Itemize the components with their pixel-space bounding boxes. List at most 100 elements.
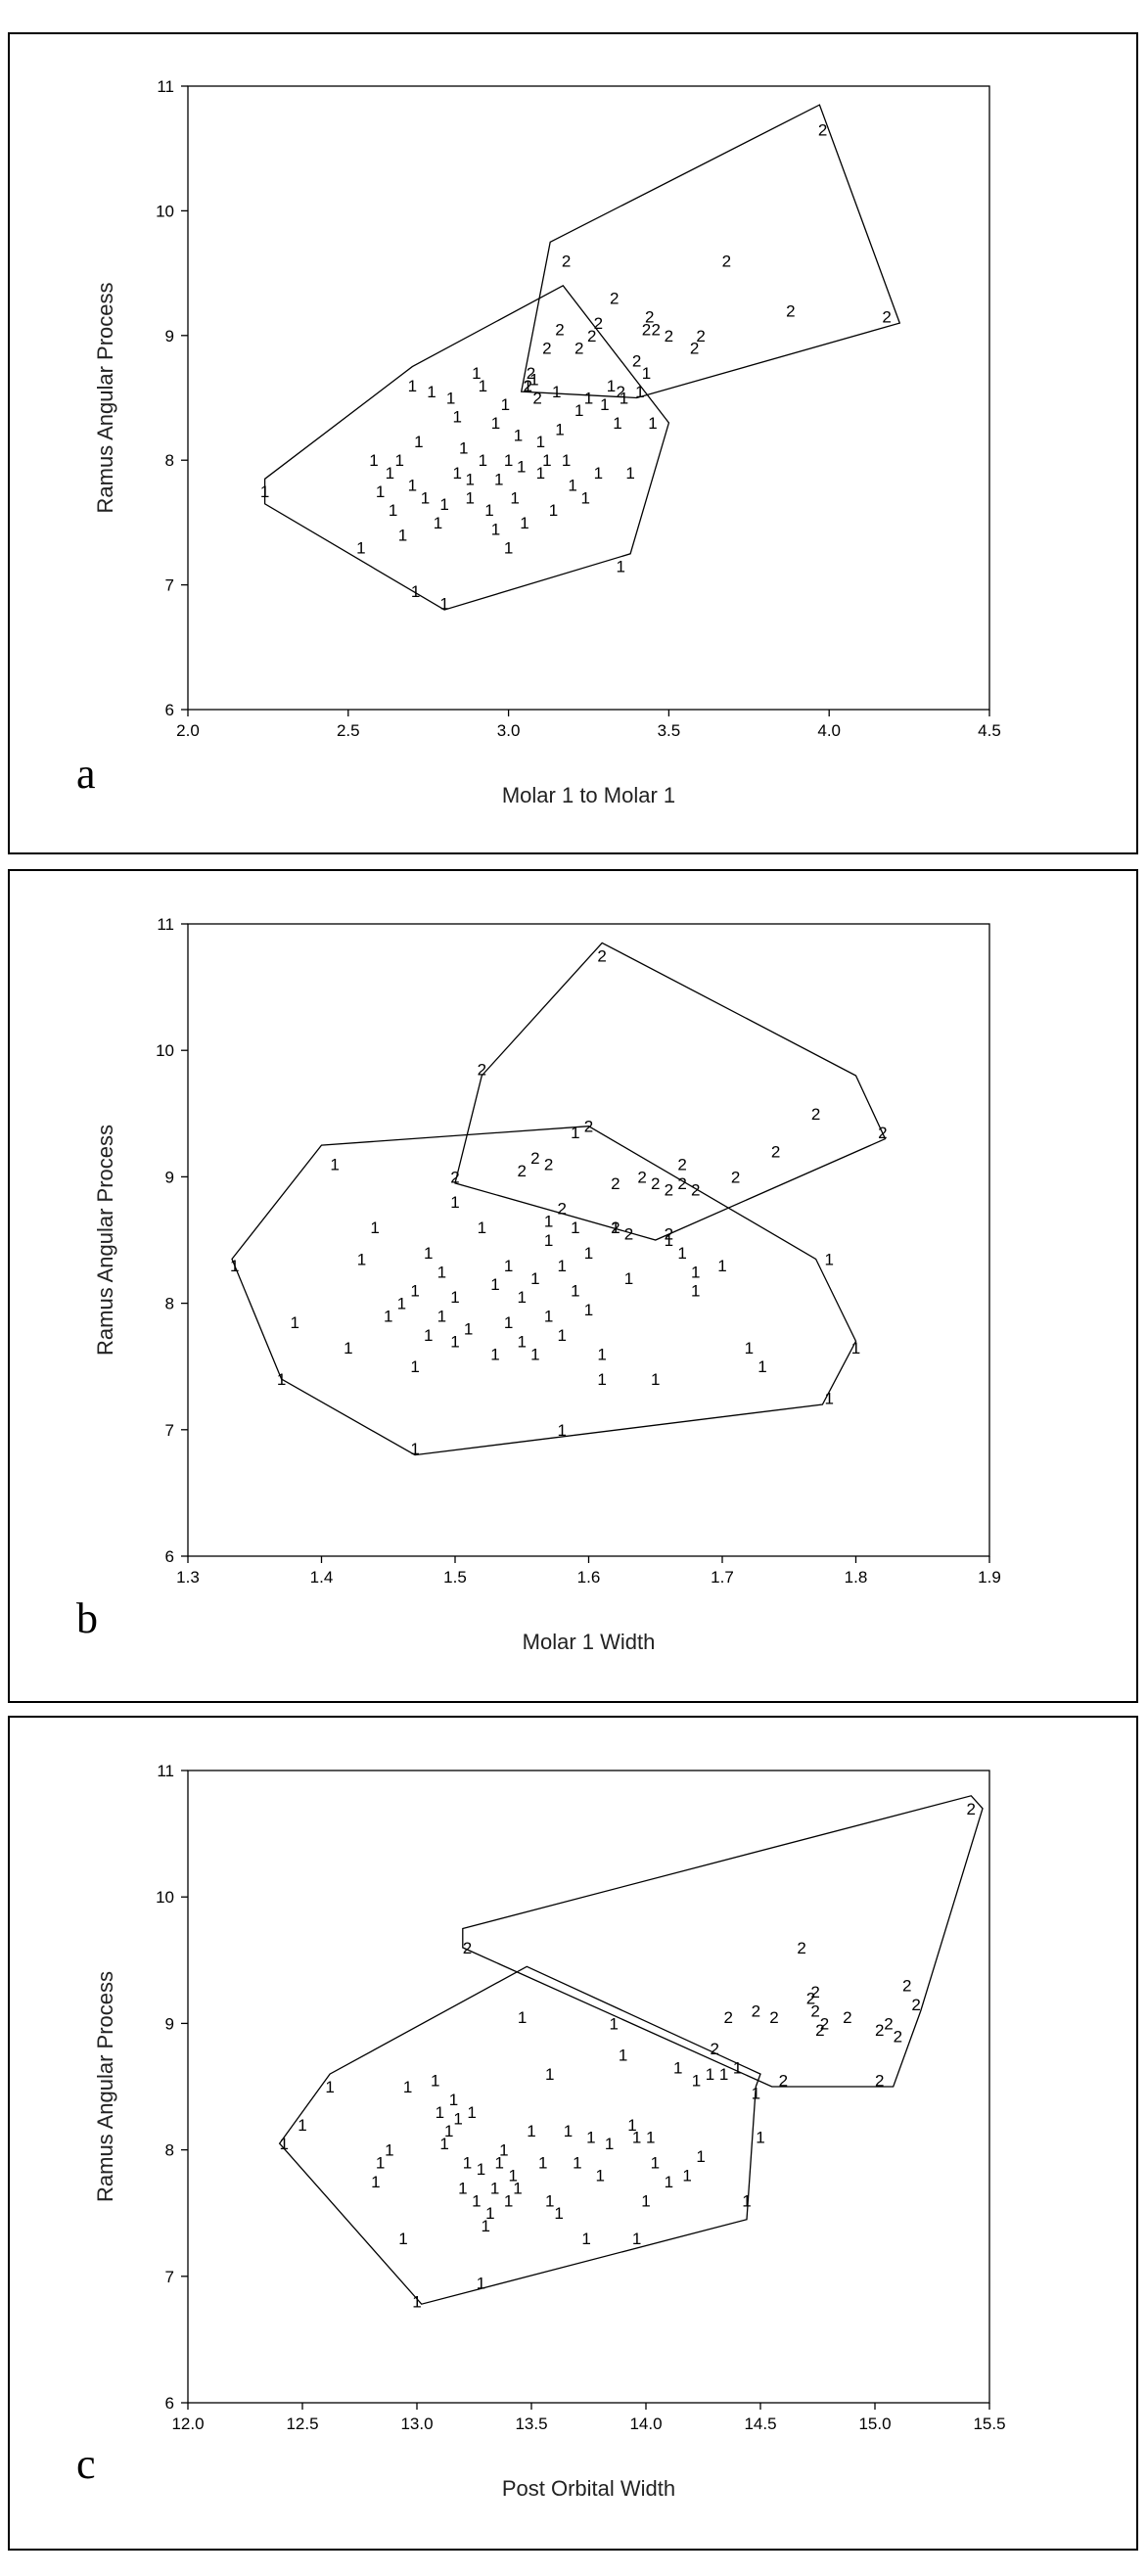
data-point-group-1: 1 [478, 1219, 486, 1237]
data-point-group-1: 1 [600, 395, 609, 414]
data-point-group-1: 1 [472, 364, 481, 383]
data-point-group-2: 2 [611, 1174, 620, 1193]
data-point-group-1: 1 [504, 451, 513, 470]
data-point-group-1: 1 [851, 1339, 860, 1357]
data-point-group-1: 1 [452, 408, 461, 427]
data-point-group-2: 2 [632, 351, 641, 370]
data-point-group-2: 2 [878, 1124, 887, 1142]
data-point-group-1: 1 [624, 1269, 633, 1288]
data-point-group-1: 1 [431, 2072, 439, 2091]
data-point-group-1: 1 [607, 377, 616, 395]
data-point-group-2: 2 [617, 383, 625, 401]
data-point-group-1: 1 [719, 2065, 728, 2084]
data-point-group-1: 1 [584, 1301, 593, 1319]
data-point-group-1: 1 [536, 464, 545, 483]
data-point-group-2: 2 [884, 2014, 893, 2033]
data-point-group-1: 1 [298, 2116, 306, 2135]
data-point-group-1: 1 [627, 2116, 636, 2135]
data-point-group-1: 1 [444, 2122, 453, 2140]
data-point-group-1: 1 [510, 488, 519, 507]
data-point-group-1: 1 [752, 2084, 760, 2102]
data-point-group-1: 1 [397, 1295, 406, 1313]
hull-group-1 [231, 1126, 857, 1456]
y-tick-label: 6 [165, 701, 174, 719]
data-point-group-1: 1 [555, 420, 564, 438]
x-tick-label: 15.5 [973, 2415, 1005, 2433]
x-tick-label: 3.5 [658, 721, 681, 740]
plot-frame [187, 1770, 990, 2404]
data-point-group-2: 2 [797, 1939, 805, 1957]
data-point-group-2: 2 [882, 308, 891, 327]
x-tick-label: 12.0 [171, 2415, 204, 2433]
data-point-group-1: 1 [446, 390, 455, 408]
data-point-group-1: 1 [581, 2230, 590, 2248]
data-point-group-1: 1 [717, 1257, 726, 1275]
data-point-group-2: 2 [806, 1990, 815, 2008]
data-point-group-2: 2 [530, 1149, 539, 1168]
data-point-group-1: 1 [824, 1390, 833, 1408]
data-point-group-1: 1 [584, 390, 593, 408]
data-point-group-2: 2 [542, 340, 551, 358]
data-point-group-1: 1 [597, 1345, 606, 1363]
x-tick-label: 1.8 [845, 1568, 868, 1587]
data-point-group-1: 1 [410, 1282, 419, 1301]
hull-group-2 [454, 942, 887, 1241]
hull-group-1 [263, 284, 670, 611]
data-point-group-1: 1 [824, 1250, 833, 1268]
data-point-group-1: 1 [437, 1308, 446, 1326]
data-point-group-1: 1 [642, 364, 651, 383]
data-point-group-1: 1 [385, 2141, 393, 2160]
data-point-group-1: 1 [424, 1326, 433, 1345]
hull-group-2 [462, 1795, 984, 2088]
data-point-group-1: 1 [545, 2191, 554, 2210]
data-point-group-1: 1 [504, 2191, 513, 2210]
data-point-group-1: 1 [632, 2230, 641, 2248]
data-point-group-1: 1 [517, 458, 526, 477]
data-point-group-2: 2 [624, 1225, 633, 1244]
y-tick-label: 9 [165, 1168, 174, 1186]
data-point-group-1: 1 [260, 483, 269, 501]
data-point-group-2: 2 [731, 1168, 740, 1186]
data-point-group-2: 2 [786, 301, 795, 320]
data-point-group-1: 1 [330, 1155, 339, 1173]
data-point-group-1: 1 [491, 520, 500, 538]
data-point-group-1: 1 [408, 377, 417, 395]
data-point-group-1: 1 [490, 2179, 499, 2197]
data-point-group-2: 2 [652, 320, 661, 339]
data-point-group-2: 2 [478, 1061, 486, 1080]
data-point-group-2: 2 [594, 314, 603, 333]
data-point-group-1: 1 [490, 1275, 499, 1294]
data-point-group-2: 2 [811, 1105, 820, 1124]
data-point-group-1: 1 [557, 1326, 566, 1345]
data-point-group-1: 1 [421, 488, 430, 507]
hull-group-2 [520, 104, 901, 399]
data-point-group-2: 2 [611, 1219, 620, 1237]
data-point-group-1: 1 [605, 2135, 614, 2153]
y-tick-label: 10 [156, 202, 174, 220]
scatter-panel-b: 1.3 1.4 1.5 1.6 1.7 1.8 1.9 6 7 8 9 10 11 Molar 1 Wid… [8, 869, 1138, 1703]
data-point-group-1: 1 [571, 1124, 579, 1142]
data-point-group-2: 2 [665, 1180, 673, 1199]
data-point-group-1: 1 [472, 2191, 481, 2210]
data-point-group-1: 1 [538, 2154, 547, 2173]
data-point-group-1: 1 [466, 470, 475, 488]
data-point-group-2: 2 [710, 2040, 718, 2058]
data-point-group-2: 2 [875, 2072, 884, 2091]
data-point-group-1: 1 [527, 2122, 535, 2140]
x-tick-label: 2.0 [176, 721, 200, 740]
data-point-group-1: 1 [518, 1288, 527, 1307]
data-point-group-1: 1 [356, 538, 365, 557]
data-point-group-1: 1 [458, 2179, 467, 2197]
data-point-group-2: 2 [532, 390, 541, 408]
data-point-group-1: 1 [412, 2293, 421, 2312]
y-tick-label: 10 [156, 1041, 174, 1060]
data-point-group-1: 1 [509, 2166, 518, 2185]
data-point-group-2: 2 [843, 2008, 851, 2027]
data-point-group-1: 1 [574, 401, 583, 420]
data-point-group-2: 2 [810, 2001, 819, 2020]
data-point-group-1: 1 [477, 2274, 485, 2292]
data-point-group-2: 2 [724, 2008, 733, 2027]
data-point-group-1: 1 [491, 414, 500, 433]
data-point-group-1: 1 [484, 501, 493, 520]
data-point-group-1: 1 [449, 2091, 458, 2109]
